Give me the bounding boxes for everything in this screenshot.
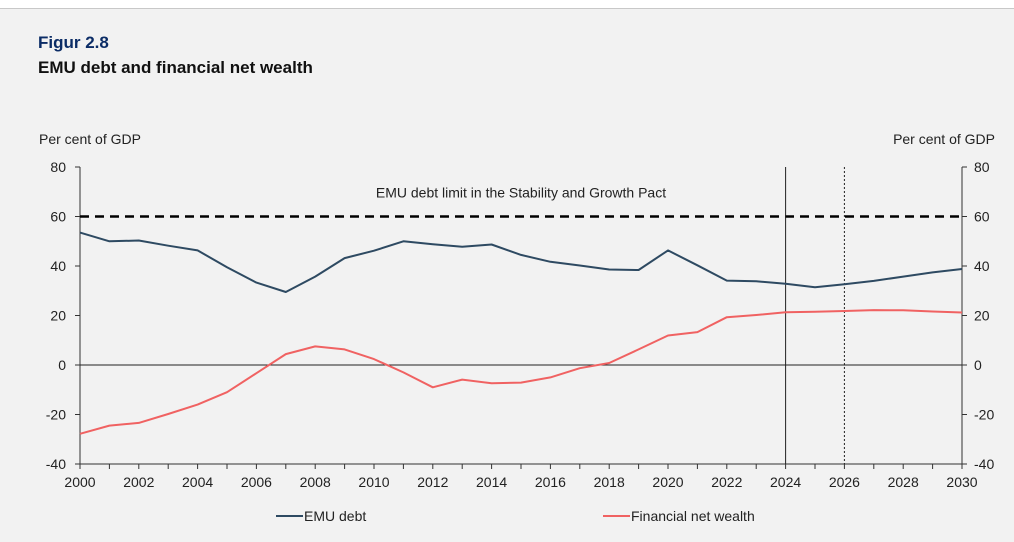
y-tick-label-right: 60: [974, 209, 990, 225]
legend-label-financial-net-wealth: Financial net wealth: [631, 508, 755, 524]
x-tick-label: 2008: [300, 474, 331, 490]
legend-label-emu-debt: EMU debt: [304, 508, 366, 524]
x-tick-label: 2026: [829, 474, 860, 490]
annotations: EMU debt limit in the Stability and Grow…: [80, 167, 962, 464]
y-tick-label-right: -20: [974, 407, 994, 423]
x-tick-label: 2022: [711, 474, 742, 490]
y-tick-label-left: 60: [50, 209, 66, 225]
y-tick-label-left: 40: [50, 258, 66, 274]
y-tick-label-right: 0: [974, 357, 982, 373]
y-tick-label-right: 20: [974, 308, 990, 324]
x-tick-label: 2000: [64, 474, 95, 490]
series-lines: [79, 231, 963, 435]
x-tick-label: 2024: [770, 474, 801, 490]
x-tick-label: 2006: [241, 474, 272, 490]
x-tick-label: 2016: [535, 474, 566, 490]
x-tick-label: 2028: [888, 474, 919, 490]
y-tick-label-left: 20: [50, 308, 66, 324]
y-axis-label-right: Per cent of GDP: [893, 131, 995, 147]
x-tick-label: 2014: [476, 474, 507, 490]
y-tick-label-left: -40: [46, 456, 66, 472]
figure-panel: [0, 9, 1014, 542]
legend: EMU debt Financial net wealth: [276, 508, 755, 524]
figure-label: Figur 2.8: [38, 33, 109, 52]
emu-debt-line: [79, 231, 963, 293]
top-divider: [0, 8, 1014, 9]
y-tick-label-right: 80: [974, 159, 990, 175]
debt-limit-label: EMU debt limit in the Stability and Grow…: [376, 185, 666, 201]
y-tick-label-left: 0: [58, 357, 66, 373]
x-tick-label: 2018: [594, 474, 625, 490]
y-tick-label-right: -40: [974, 456, 994, 472]
financial-net-wealth-line: [79, 309, 963, 435]
y-tick-label-left: -20: [46, 407, 66, 423]
figure-title: EMU debt and financial net wealth: [38, 58, 313, 77]
y-axis-label-left: Per cent of GDP: [39, 131, 141, 147]
x-tick-label: 2004: [182, 474, 213, 490]
x-tick-label: 2010: [358, 474, 389, 490]
y-tick-label-left: 80: [50, 159, 66, 175]
x-tick-label: 2002: [123, 474, 154, 490]
x-tick-label: 2030: [946, 474, 977, 490]
x-tick-label: 2012: [417, 474, 448, 490]
x-tick-label: 2020: [652, 474, 683, 490]
y-tick-label-right: 40: [974, 258, 990, 274]
